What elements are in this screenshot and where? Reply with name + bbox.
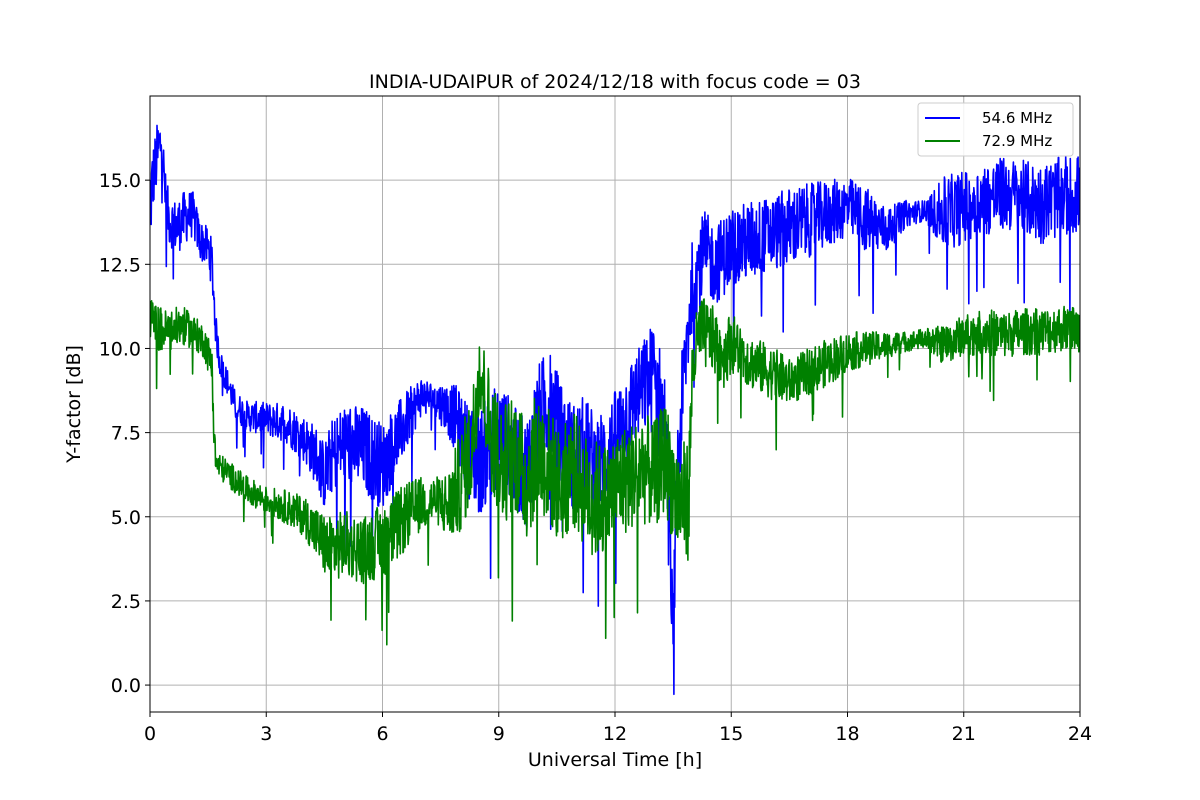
x-tick-label: 12 <box>603 723 627 745</box>
x-tick-label: 6 <box>376 723 388 745</box>
legend-label-72-9-mhz: 72.9 MHz <box>982 132 1052 150</box>
tick-layer: 0 3 6 9 12 15 18 21 24 0.0 2.5 5.0 7.5 10.0 12.5 15.0 <box>99 170 1092 745</box>
y-tick-label: 10.0 <box>99 338 141 360</box>
x-axis-label: Universal Time [h] <box>528 749 702 771</box>
x-tick-label: 9 <box>493 723 505 745</box>
y-tick-label: 7.5 <box>111 423 141 445</box>
y-axis-label: Y-factor [dB] <box>63 345 85 464</box>
legend-box <box>917 102 1074 157</box>
x-tick-label: 0 <box>144 723 156 745</box>
series-line-72-9-mhz <box>150 298 1080 646</box>
chart-title: INDIA-UDAIPUR of 2024/12/18 with focus c… <box>369 71 861 93</box>
y-tick-label: 2.5 <box>111 591 141 613</box>
x-tick-label: 24 <box>1068 723 1092 745</box>
x-tick-label: 15 <box>719 723 743 745</box>
y-tick-label: 15.0 <box>99 170 141 192</box>
legend-label-54-6-mhz: 54.6 MHz <box>982 109 1052 127</box>
y-tick-label: 0.0 <box>111 675 141 697</box>
legend: 54.6 MHz 72.9 MHz <box>917 102 1074 157</box>
y-tick-label: 5.0 <box>111 507 141 529</box>
y-tick-label: 12.5 <box>99 254 141 276</box>
x-tick-label: 21 <box>952 723 976 745</box>
x-tick-label: 3 <box>260 723 272 745</box>
x-tick-label: 18 <box>835 723 859 745</box>
series-layer <box>150 124 1080 696</box>
series-line-54-6-mhz <box>150 124 1080 696</box>
